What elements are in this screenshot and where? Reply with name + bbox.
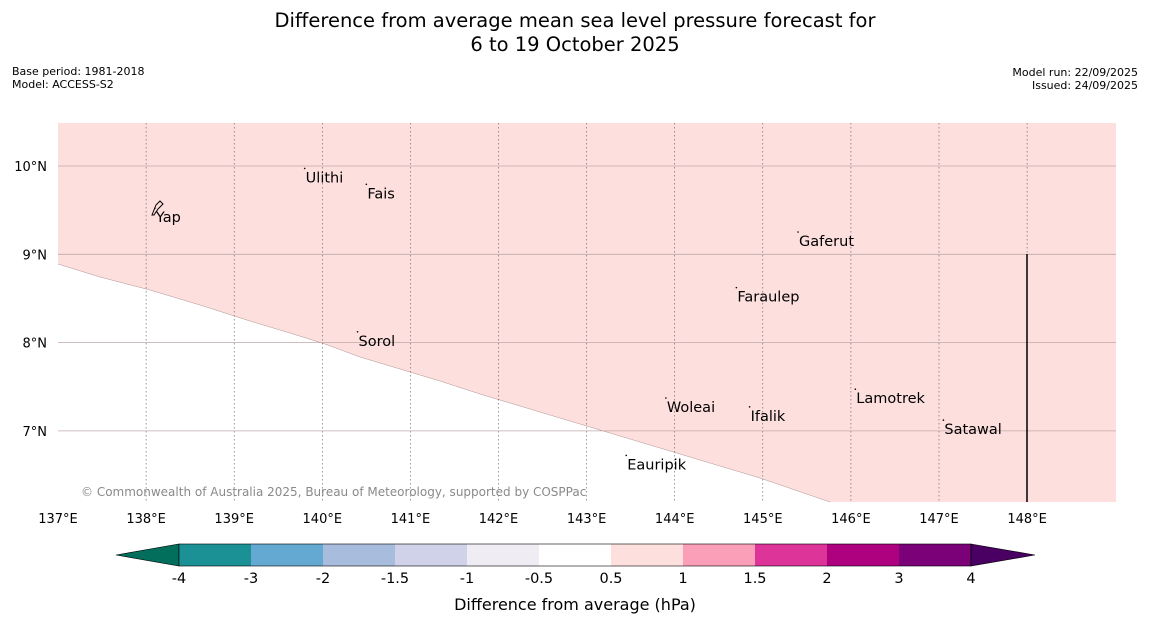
colorbar-tick-label: -1.5 bbox=[381, 571, 409, 587]
colorbar-segment bbox=[179, 544, 251, 566]
colorbar-segment bbox=[251, 544, 323, 566]
lon-tick-label: 147°E bbox=[919, 512, 959, 527]
island-dot bbox=[665, 397, 667, 399]
colorbar-tick-label: 0.5 bbox=[599, 571, 622, 587]
place-label-fais: Fais bbox=[367, 186, 394, 202]
colorbar-tick-label: -0.5 bbox=[525, 571, 553, 587]
colorbar-segment bbox=[539, 544, 611, 566]
colorbar-tick-label: 2 bbox=[822, 571, 831, 587]
colorbar-tick-label: 4 bbox=[966, 571, 975, 587]
colorbar-segment bbox=[611, 544, 683, 566]
lon-tick-label: 146°E bbox=[831, 512, 871, 527]
lon-tick-label: 145°E bbox=[743, 512, 783, 527]
run-info: Model run: 22/09/2025 Issued: 24/09/2025 bbox=[1012, 66, 1138, 92]
place-labels: Yap Ulithi Fais Sorol Gaferut Faraulep Woleai I… bbox=[154, 167, 1002, 473]
colorbar-segment bbox=[899, 544, 971, 566]
lon-tick-label: 142°E bbox=[479, 512, 519, 527]
colorbar-tick-label: -2 bbox=[316, 571, 330, 587]
colorbar-segment bbox=[467, 544, 539, 566]
colorbar-label: Difference from average (hPa) bbox=[454, 595, 696, 614]
colorbar-segment bbox=[683, 544, 755, 566]
graticule bbox=[58, 123, 1116, 502]
map-panel[interactable]: Yap Ulithi Fais Sorol Gaferut Faraulep Woleai I… bbox=[57, 123, 1116, 503]
model-name: Model: ACCESS-S2 bbox=[12, 78, 114, 91]
lon-tick-label: 144°E bbox=[655, 512, 695, 527]
lon-tick-label: 141°E bbox=[391, 512, 431, 527]
colorbar-tick-label: 3 bbox=[894, 571, 903, 587]
island-dot bbox=[748, 406, 751, 408]
lon-tick-label: 138°E bbox=[126, 512, 166, 527]
place-label-ifalik: Ifalik bbox=[751, 409, 786, 425]
model-run: Model run: 22/09/2025 bbox=[1012, 66, 1138, 79]
place-label-sorol: Sorol bbox=[359, 334, 396, 350]
colorbar-extend-low bbox=[115, 543, 180, 567]
anomaly-shading-0.5-to-1 bbox=[58, 123, 1116, 502]
colorbar-extend-high bbox=[970, 543, 1036, 567]
chart-title: Difference from average mean sea level p… bbox=[0, 9, 1150, 57]
colorbar-segment bbox=[323, 544, 395, 566]
lon-tick-label: 148°E bbox=[1007, 512, 1047, 527]
colorbar-tick-label: -3 bbox=[244, 571, 258, 587]
title-line-2: 6 to 19 October 2025 bbox=[470, 33, 680, 56]
colorbar-segment bbox=[755, 544, 827, 566]
lon-tick-label: 140°E bbox=[303, 512, 343, 527]
place-label-gaferut: Gaferut bbox=[799, 234, 854, 250]
island-dot bbox=[303, 167, 306, 170]
place-label-faraulep: Faraulep bbox=[737, 290, 799, 306]
title-line-1: Difference from average mean sea level p… bbox=[274, 9, 876, 32]
place-label-ulithi: Ulithi bbox=[306, 170, 344, 186]
colorbar-segment bbox=[395, 544, 467, 566]
island-dot bbox=[942, 419, 945, 421]
colorbar: -4 -3 -2 -1.5 -1 -0.5 0.5 1 1.5 2 3 4 bbox=[115, 543, 1036, 587]
island-dot bbox=[365, 183, 368, 186]
base-period: Base period: 1981-2018 bbox=[12, 65, 145, 78]
colorbar-tick-label: 1.5 bbox=[743, 571, 766, 587]
place-label-satawal: Satawal bbox=[944, 422, 1001, 438]
island-dot bbox=[625, 454, 628, 457]
island-dot bbox=[797, 231, 799, 233]
lon-tick-label: 137°E bbox=[38, 512, 78, 527]
lat-tick-label: 7°N bbox=[23, 425, 48, 440]
place-label-woleai: Woleai bbox=[667, 400, 715, 416]
lat-tick-label: 9°N bbox=[23, 248, 48, 263]
place-label-yap: Yap bbox=[155, 210, 181, 226]
place-label-eauripik: Eauripik bbox=[627, 457, 686, 473]
base-info: Base period: 1981-2018 Model: ACCESS-S2 bbox=[12, 65, 144, 91]
map-axes: 137°E 138°E 139°E 140°E 141°E 142°E 143°E 144°E… bbox=[14, 160, 1047, 527]
island-dot bbox=[154, 207, 156, 209]
copyright-notice: © Commonwealth of Australia 2025, Bureau… bbox=[81, 485, 586, 499]
contour-0.5 bbox=[57, 263, 831, 503]
lon-tick-label: 143°E bbox=[567, 512, 607, 527]
yap-island-shape bbox=[151, 200, 164, 216]
place-label-lamotrek: Lamotrek bbox=[856, 391, 925, 407]
island-dot bbox=[735, 286, 738, 289]
colorbar-tick-label: 1 bbox=[678, 571, 687, 587]
lat-tick-label: 8°N bbox=[23, 337, 48, 352]
colorbar-outline bbox=[178, 543, 972, 567]
island-dot bbox=[356, 330, 359, 333]
lat-tick-label: 10°N bbox=[14, 160, 47, 175]
colorbar-tick-label: -4 bbox=[172, 571, 186, 587]
lon-tick-label: 139°E bbox=[214, 512, 254, 527]
island-dot bbox=[854, 388, 857, 390]
issued-date: Issued: 24/09/2025 bbox=[1031, 79, 1138, 92]
colorbar-tick-label: -1 bbox=[460, 571, 474, 587]
colorbar-segment bbox=[827, 544, 899, 566]
